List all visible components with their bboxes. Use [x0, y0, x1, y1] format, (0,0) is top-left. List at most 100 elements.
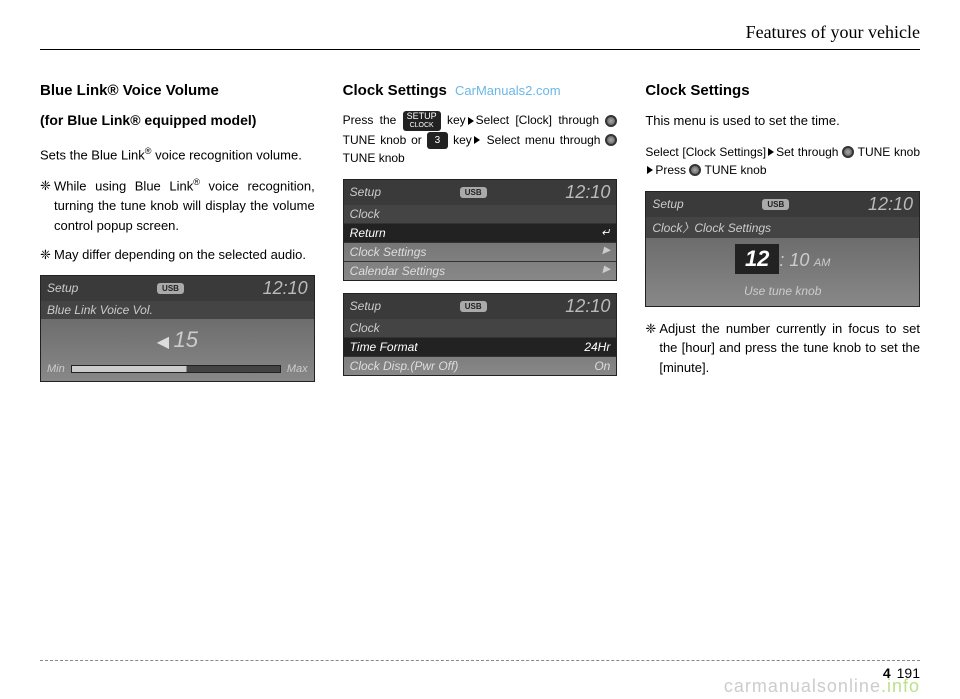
col2-instructions: Press the SETUPCLOCK key Select [Clock] t… — [343, 111, 618, 167]
text: Select menu through — [487, 133, 606, 147]
screen-breadcrumb: Clock — [344, 319, 617, 337]
usb-badge: USB — [460, 187, 487, 198]
usb-badge: USB — [460, 301, 487, 312]
title-text: Clock Settings — [343, 82, 447, 99]
screen-topbar: Setup USB 12:10 — [646, 192, 919, 217]
text: Sets the Blue Link — [40, 147, 145, 162]
hour-value: 12 — [735, 244, 779, 274]
screenshot-clock-options: Setup USB 12:10 Clock Time Format 24Hr C… — [343, 293, 618, 376]
column-3: Clock Settings This menu is used to set … — [645, 80, 920, 394]
bullet-symbol: ❈ — [645, 319, 659, 378]
bullet-symbol: ❈ — [40, 245, 54, 265]
row-value: 24Hr — [584, 340, 610, 354]
minute-value: : 10 — [779, 250, 809, 270]
screen-time: 12:10 — [565, 182, 610, 203]
col1-title2: (for Blue Link® equipped model) — [40, 111, 315, 131]
menu-row-time-format: Time Format 24Hr — [344, 337, 617, 356]
volume-bar-row: Min Max — [41, 361, 314, 381]
screen-time: 12:10 — [263, 278, 308, 299]
tune-label: TUNE — [704, 163, 737, 177]
screen-time: 12:10 — [565, 296, 610, 317]
column-2: Clock Settings CarManuals2.com Press the… — [343, 80, 618, 394]
bullet-text: While using Blue Link® voice recognition… — [54, 176, 315, 235]
chevron-right-icon: ▶ — [603, 264, 611, 278]
row-label: Clock Disp.(Pwr Off) — [350, 359, 459, 373]
key-top: SETUP — [407, 111, 437, 121]
registered-mark: ® — [193, 177, 200, 187]
footer-watermark: carmanualsonline.info — [724, 676, 920, 697]
text: Set through — [776, 145, 842, 159]
screen-breadcrumb: Clock — [344, 205, 617, 223]
bullet-3: ❈ Adjust the number currently in focus t… — [645, 319, 920, 378]
key-bottom: CLOCK — [407, 122, 437, 130]
text: key — [447, 113, 466, 127]
screen-hint: Use tune knob — [646, 280, 919, 306]
tune-label: TUNE — [343, 151, 376, 165]
watermark-suffix: .info — [881, 676, 920, 696]
tune-knob-icon — [605, 134, 617, 146]
screen-topbar: Setup USB 12:10 — [344, 180, 617, 205]
screen-topbar: Setup USB 12:10 — [344, 294, 617, 319]
tune-label: TUNE — [343, 133, 376, 147]
bullet-text: May differ depending on the selected aud… — [54, 245, 315, 265]
registered-mark: ® — [145, 146, 152, 156]
row-value: On — [594, 359, 610, 373]
menu-row-clock-settings: Clock Settings ▶ — [344, 242, 617, 261]
tune-knob-icon — [842, 146, 854, 158]
setup-label: Setup — [350, 185, 381, 199]
menu-row-clock-disp: Clock Disp.(Pwr Off) On — [344, 356, 617, 375]
usb-badge: USB — [762, 199, 789, 210]
arrow-icon — [474, 136, 480, 144]
text: knob — [894, 145, 920, 159]
bullet-text: Adjust the number currently in focus to … — [659, 319, 920, 378]
volume-bar — [71, 365, 281, 373]
text: Select [Clock] through — [476, 113, 606, 127]
return-icon: ↵ — [601, 226, 610, 240]
chevron-right-icon: ▶ — [603, 245, 611, 259]
setup-label: Setup — [350, 299, 381, 313]
page-header: Features of your vehicle — [40, 22, 920, 50]
col3-p1: This menu is used to set the time. — [645, 111, 920, 131]
min-label: Min — [47, 363, 65, 375]
bullet-2: ❈ May differ depending on the selected a… — [40, 245, 315, 265]
volume-display: ◀ 15 — [41, 319, 314, 361]
arrow-icon — [468, 117, 474, 125]
text: knob or — [380, 133, 426, 147]
arrow-icon — [647, 166, 653, 174]
col1-p1: Sets the Blue Link® voice recognition vo… — [40, 145, 315, 165]
key-3-icon: 3 — [427, 132, 449, 149]
column-1: Blue Link® Voice Volume (for Blue Link® … — [40, 80, 315, 394]
screen-breadcrumb: Clock〉Clock Settings — [646, 217, 919, 238]
text: Press the — [343, 113, 403, 127]
row-label: Return — [350, 226, 386, 240]
screenshot-clock-menu: Setup USB 12:10 Clock Return ↵ Clock Set… — [343, 179, 618, 281]
content-columns: Blue Link® Voice Volume (for Blue Link® … — [0, 50, 960, 394]
header-title: Features of your vehicle — [746, 22, 920, 42]
clock-big-display: 12: 10 AM — [646, 238, 919, 280]
menu-row-return: Return ↵ — [344, 223, 617, 242]
row-label: Calendar Settings — [350, 264, 445, 278]
usb-badge: USB — [157, 283, 184, 294]
arrow-icon — [768, 148, 774, 156]
tune-knob-icon — [689, 164, 701, 176]
text: Press — [655, 163, 689, 177]
row-label: Time Format — [350, 340, 418, 354]
text: While using Blue Link — [54, 179, 193, 194]
screenshot-voice-volume: Setup USB 12:10 Blue Link Voice Vol. ◀ 1… — [40, 275, 315, 382]
col3-title: Clock Settings — [645, 80, 920, 101]
setup-label: Setup — [652, 197, 683, 211]
screenshot-clock-set: Setup USB 12:10 Clock〉Clock Settings 12:… — [645, 191, 920, 307]
watermark-main: carmanualsonline — [724, 676, 881, 696]
setup-label: Setup — [47, 281, 78, 295]
text: knob — [741, 163, 767, 177]
ampm-value: AM — [814, 257, 831, 269]
tune-label: TUNE — [858, 145, 891, 159]
text: Select [Clock Settings] — [645, 145, 766, 159]
bullet-1: ❈ While using Blue Link® voice recogniti… — [40, 176, 315, 235]
setup-key-icon: SETUPCLOCK — [403, 111, 441, 131]
bullet-symbol: ❈ — [40, 176, 54, 235]
menu-row-calendar-settings: Calendar Settings ▶ — [344, 261, 617, 280]
screen-time: 12:10 — [868, 194, 913, 215]
text: knob — [379, 151, 405, 165]
text: voice recognition volume. — [152, 147, 302, 162]
